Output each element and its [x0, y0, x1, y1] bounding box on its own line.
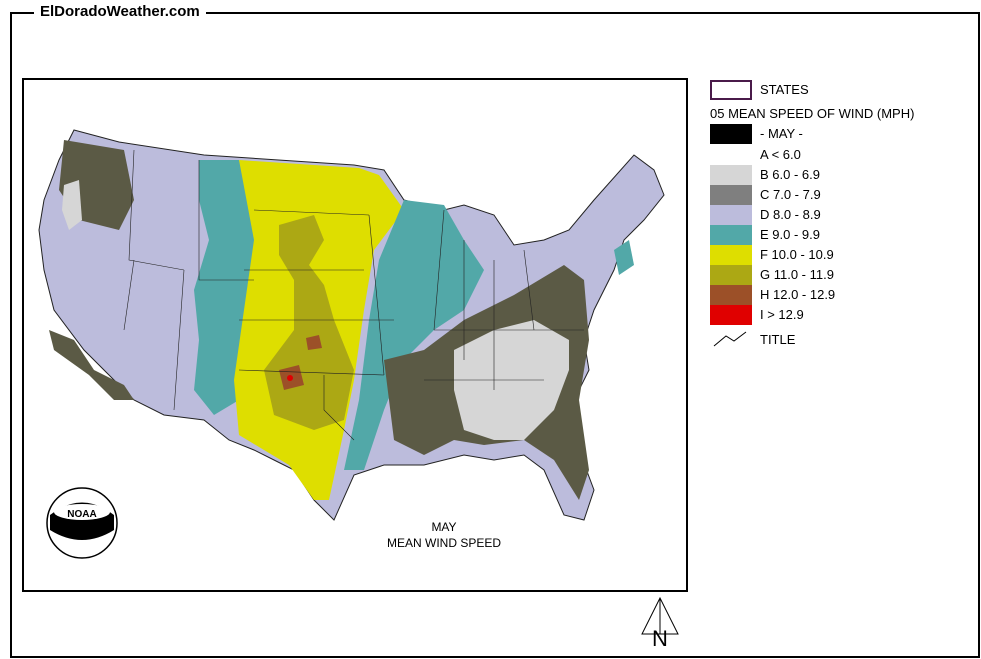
us-wind-map: NOAA [38, 129, 665, 559]
states-label: STATES [760, 82, 809, 97]
legend-class-f: F 10.0 - 10.9 [710, 245, 970, 265]
label-a: A < 6.0 [760, 147, 801, 162]
swatch-b [710, 165, 752, 185]
legend-states: STATES [710, 80, 970, 100]
states-swatch [710, 80, 752, 100]
swatch-e [710, 225, 752, 245]
site-title: ElDoradoWeather.com [34, 3, 206, 20]
outer-frame [10, 12, 980, 658]
north-arrow: N [638, 596, 688, 659]
zone-teal-northeast [614, 240, 634, 275]
legend-class-h: H 12.0 - 12.9 [710, 285, 970, 305]
legend-class-d: D 8.0 - 8.9 [710, 205, 970, 225]
legend-title: 05 MEAN SPEED OF WIND (MPH) [710, 104, 970, 124]
label-d: D 8.0 - 8.9 [760, 207, 821, 222]
month-swatch [710, 124, 752, 144]
label-b: B 6.0 - 6.9 [760, 167, 820, 182]
label-g: G 11.0 - 11.9 [760, 267, 834, 282]
label-c: C 7.0 - 7.9 [760, 187, 821, 202]
legend-title-text: 05 MEAN SPEED OF WIND (MPH) [710, 106, 915, 121]
zone-olive-california [49, 330, 134, 400]
zone-brown-kansas [306, 335, 322, 350]
swatch-a [710, 145, 752, 165]
zone-red-oklahoma [287, 375, 293, 381]
swatch-c [710, 185, 752, 205]
legend-title-line: TITLE [710, 330, 970, 350]
map-panel: NOAA MAY MEAN WIND SPEED [22, 78, 688, 592]
month-label: - MAY - [760, 126, 803, 141]
zone-teal-midwest [344, 200, 484, 470]
north-label: N [652, 626, 668, 651]
legend-class-i: I > 12.9 [710, 305, 970, 325]
legend-class-g: G 11.0 - 11.9 [710, 265, 970, 285]
legend-class-e: E 9.0 - 9.9 [710, 225, 970, 245]
state-boundaries [123, 149, 584, 441]
line-icon [713, 331, 747, 347]
map-caption-month: MAY [431, 520, 457, 534]
swatch-h [710, 285, 752, 305]
swatch-i [710, 305, 752, 325]
legend-class-b: B 6.0 - 6.9 [710, 165, 970, 185]
north-arrow-icon [641, 596, 679, 635]
map-caption-title: MEAN WIND SPEED [386, 536, 501, 550]
swatch-g [710, 265, 752, 285]
label-i: I > 12.9 [760, 307, 804, 322]
legend-class-c: C 7.0 - 7.9 [710, 185, 970, 205]
legend-month: - MAY - [710, 124, 970, 144]
label-h: H 12.0 - 12.9 [760, 287, 836, 302]
swatch-d [710, 205, 752, 225]
zone-light-oregon [62, 180, 82, 230]
svg-text:NOAA: NOAA [67, 509, 96, 520]
title-line-label: TITLE [760, 332, 796, 347]
noaa-logo: NOAA [46, 487, 118, 559]
swatch-f [710, 245, 752, 265]
label-e: E 9.0 - 9.9 [760, 227, 820, 242]
label-f: F 10.0 - 10.9 [760, 247, 834, 262]
legend-class-a: A < 6.0 [710, 145, 970, 165]
